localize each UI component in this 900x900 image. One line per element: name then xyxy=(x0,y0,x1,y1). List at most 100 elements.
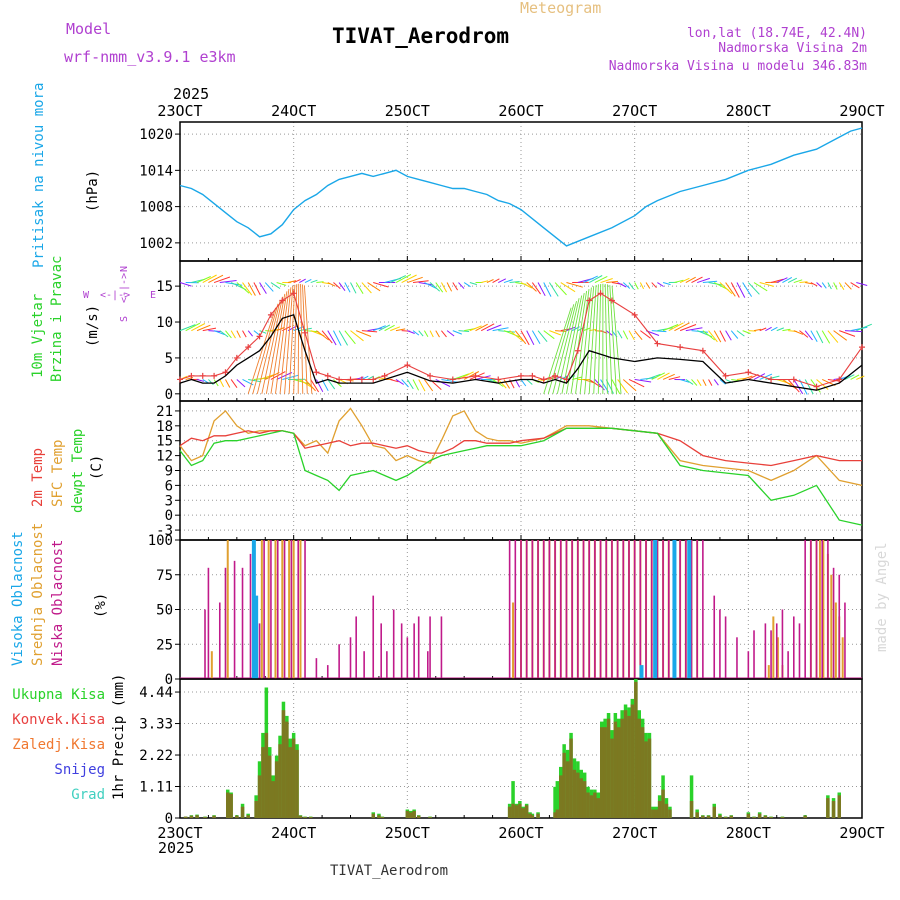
wind-gust-marker xyxy=(381,372,388,379)
wind-barb xyxy=(424,282,438,290)
precip-conv-bar xyxy=(518,803,522,818)
wind-barb xyxy=(225,379,231,388)
wind-barb xyxy=(446,282,453,292)
y-tick-label: 0 xyxy=(165,387,173,403)
precip-conv-bar xyxy=(562,752,566,818)
wind-barb xyxy=(628,379,645,388)
wind-barb xyxy=(520,330,530,346)
wind-barb xyxy=(401,379,409,388)
wind-barb xyxy=(486,279,494,283)
wind-barb xyxy=(719,330,726,342)
wind-barb xyxy=(213,379,219,387)
wind-barb xyxy=(719,379,726,385)
date-label-bottom: 26OCT xyxy=(498,824,543,842)
wind-barb xyxy=(770,326,778,332)
precip-conv-bar xyxy=(528,813,532,818)
wind-barb xyxy=(622,330,629,340)
wind-barb xyxy=(327,282,336,287)
watermark: made by Angel xyxy=(874,542,890,652)
wind-barb xyxy=(662,324,679,332)
date-label-bottom: 28OCT xyxy=(726,824,771,842)
wind-barb xyxy=(503,379,511,389)
wind-barb xyxy=(526,282,537,292)
wind-barb xyxy=(713,379,719,386)
y-tick-label: 6 xyxy=(165,478,173,494)
precip-total-bar xyxy=(555,781,560,818)
precip-conv-bar xyxy=(603,727,607,818)
pressure-line xyxy=(179,127,863,247)
wind-gust-marker xyxy=(859,344,865,351)
wind-barb xyxy=(844,282,852,290)
wind-barb xyxy=(640,330,651,339)
precip-conv-bar xyxy=(729,815,733,818)
precip-conv-bar xyxy=(553,812,557,818)
wind-gust-marker xyxy=(722,372,729,379)
temp-subtitle: SFC Temp xyxy=(50,440,66,507)
precip-conv-bar xyxy=(701,815,705,818)
precip-legend-freezing: Zaledj.Kisa xyxy=(12,737,105,753)
station-title: TIVAT_Aerodrom xyxy=(332,24,509,48)
precip-conv-bar xyxy=(780,816,785,818)
precip-conv-bar xyxy=(637,718,641,818)
dewpt-line xyxy=(179,427,863,526)
wind-barb xyxy=(463,282,471,288)
wind-gust-marker xyxy=(256,333,263,340)
precip-conv-bar xyxy=(530,815,535,818)
cloud-subtitle: Srednja Oblacnost xyxy=(30,523,46,666)
wind-barb xyxy=(219,379,225,388)
wind-barb xyxy=(827,330,839,343)
cloud-title: Visoka Oblacnost xyxy=(10,531,26,666)
precip-conv-bar xyxy=(268,755,272,818)
precip-conv-bar xyxy=(183,816,188,818)
wind-barb xyxy=(293,278,301,283)
wind-barb xyxy=(799,330,809,338)
precip-conv-bar xyxy=(576,772,580,818)
precip-conv-bar xyxy=(606,718,611,818)
wind-barb xyxy=(651,372,666,380)
precip-conv-bar xyxy=(627,715,631,818)
wind-gust-marker xyxy=(813,383,820,390)
wind-barb xyxy=(282,374,299,380)
wind-gust-marker xyxy=(472,372,479,379)
wind-barb xyxy=(242,282,253,296)
precip-conv-bar xyxy=(586,792,590,818)
wind-barb xyxy=(606,280,619,284)
y-tick-label: 18 xyxy=(156,419,173,435)
wind-barb xyxy=(827,282,832,290)
wind-legend-s: S xyxy=(119,316,130,322)
wind-barb xyxy=(361,282,372,294)
precip-conv-bar xyxy=(285,721,289,818)
precip-conv-bar xyxy=(706,815,711,818)
precip-conv-bar xyxy=(661,789,665,818)
wind-gust-marker xyxy=(586,297,593,304)
wind-barb xyxy=(350,330,364,342)
wind-barb xyxy=(338,282,346,291)
wind-barb xyxy=(338,330,349,346)
wind-legend-w: W xyxy=(83,290,90,301)
wind-barb xyxy=(810,330,818,343)
wind-arrow xyxy=(579,287,592,394)
wind-arrow xyxy=(279,287,292,394)
y-tick-label: 5 xyxy=(165,351,173,367)
precip-legend-conv: Konvek.Kisa xyxy=(12,712,105,728)
precip-conv-bar xyxy=(763,815,768,818)
wind-gust-marker xyxy=(324,372,331,379)
precip-conv-bar xyxy=(640,727,645,818)
wind-barb xyxy=(838,282,845,290)
wind-barb xyxy=(355,282,364,294)
wind-barb xyxy=(685,327,703,332)
wind-barb xyxy=(776,378,793,385)
wind-barb xyxy=(463,371,480,380)
wind-gust-marker xyxy=(188,372,195,379)
wind-arrow xyxy=(604,283,608,394)
wind-barb xyxy=(725,282,736,297)
precip-conv-bar xyxy=(718,815,722,818)
wind-barb xyxy=(856,375,865,380)
wind-barb xyxy=(679,324,697,332)
wind-barb xyxy=(742,330,751,335)
precip-conv-bar xyxy=(377,815,381,818)
wind-barb xyxy=(787,379,800,393)
wind-barb xyxy=(804,379,814,395)
bottom-date-axis: 23OCT 24OCT 25OCT 26OCT 27OCT 28OCT 29OCT xyxy=(157,824,884,842)
wind-barb xyxy=(742,282,753,297)
